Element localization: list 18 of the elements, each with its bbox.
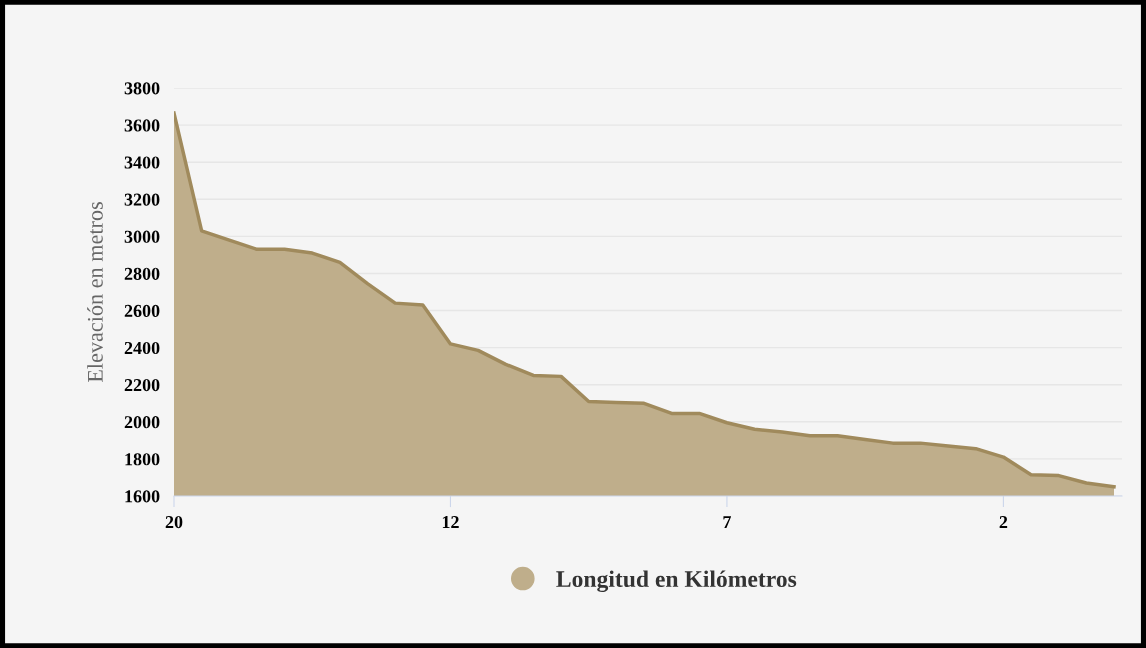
y-tick-label: 3800 xyxy=(124,82,160,95)
x-tick-label: 12 xyxy=(442,516,459,528)
y-tick-label: 3400 xyxy=(124,156,160,169)
y-tick-label: 2800 xyxy=(124,267,160,280)
y-tick-label: 2400 xyxy=(124,341,160,355)
x-tick-label: 7 xyxy=(723,516,732,528)
y-tick-label: 2200 xyxy=(124,378,160,392)
legend-label: Longitud en Kilómetros xyxy=(556,570,797,593)
y-tick-label: 3000 xyxy=(124,230,160,243)
y-tick-label: 3600 xyxy=(124,119,160,132)
x-tick-label: 20 xyxy=(165,515,183,529)
x-tick-label: 2 xyxy=(999,516,1008,528)
y-tick-label: 2000 xyxy=(124,416,160,429)
y-axis-title: Elevación en metros xyxy=(87,202,103,383)
y-tick-label: 1800 xyxy=(125,453,160,466)
y-tick-label: 3200 xyxy=(124,193,160,206)
y-tick-label: 2600 xyxy=(124,304,160,317)
y-tick-label: 1600 xyxy=(125,490,160,503)
